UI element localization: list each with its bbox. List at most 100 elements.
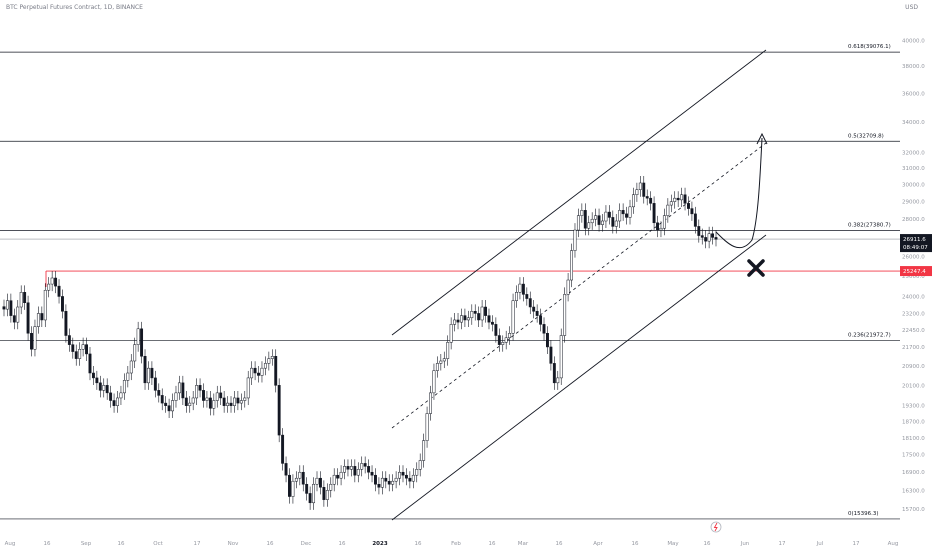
candle-body[interactable] [394,477,398,482]
candle-body[interactable] [102,385,106,391]
candle-body[interactable] [30,333,33,350]
candle-body[interactable] [652,203,656,224]
candle-body[interactable] [628,206,632,218]
candle-body[interactable] [590,218,594,224]
candle-body[interactable] [332,474,336,485]
candle-body[interactable] [126,372,130,381]
candle-body[interactable] [631,194,635,208]
candle-body[interactable] [425,413,429,441]
candle-body[interactable] [315,477,319,485]
candle-body[interactable] [494,324,498,336]
candle-body[interactable] [298,471,302,479]
candle-body[interactable] [418,460,422,470]
candle-body[interactable] [140,328,144,357]
candle-body[interactable] [54,277,58,287]
candle-body[interactable] [19,292,23,308]
candle-body[interactable] [525,294,529,299]
candle-body[interactable] [601,220,604,225]
candle-body[interactable] [484,306,487,316]
candle-body[interactable] [552,363,556,384]
candle-body[interactable] [415,469,419,476]
candle-body[interactable] [504,337,508,343]
candle-body[interactable] [683,194,687,204]
candle-body[interactable] [656,222,659,231]
candle-body[interactable] [404,474,408,479]
candle-body[interactable] [95,377,99,384]
candle-body[interactable] [2,306,6,310]
candle-body[interactable] [78,349,82,359]
candle-body[interactable] [618,210,622,222]
candle-body[interactable] [40,313,44,321]
candle-body[interactable] [16,306,20,323]
candle-body[interactable] [312,483,316,504]
candle-body[interactable] [621,210,625,215]
candle-body[interactable] [322,487,326,500]
candle-body[interactable] [714,237,718,240]
candle-body[interactable] [497,335,501,345]
candle-body[interactable] [432,370,436,394]
candle-body[interactable] [129,360,133,374]
candle-body[interactable] [294,477,298,482]
candle-body[interactable] [515,292,518,301]
candle-body[interactable] [253,367,257,374]
candle-body[interactable] [250,367,254,379]
candle-body[interactable] [64,311,68,336]
candle-body[interactable] [181,382,185,399]
candle-body[interactable] [645,196,649,199]
candle-body[interactable] [277,385,281,436]
candle-body[interactable] [573,229,577,251]
candle-body[interactable] [81,344,85,350]
candle-body[interactable] [88,353,92,374]
candle-body[interactable] [408,477,412,482]
candle-body[interactable] [219,392,223,399]
candle-body[interactable] [349,466,353,470]
candle-body[interactable] [700,235,704,238]
candle-body[interactable] [518,283,522,293]
candle-body[interactable] [174,392,178,401]
candle-body[interactable] [212,400,216,409]
candle-body[interactable] [614,220,618,227]
candle-body[interactable] [23,292,27,304]
candle-body[interactable] [291,480,295,497]
candle-body[interactable] [356,469,360,476]
candle-body[interactable] [594,215,598,220]
candle-body[interactable] [47,283,51,291]
candle-body[interactable] [308,493,312,504]
candle-body[interactable] [470,311,474,319]
candle-body[interactable] [171,400,174,412]
candle-body[interactable] [325,490,329,500]
candle-body[interactable] [583,210,587,229]
candle-body[interactable] [666,204,670,216]
candle-body[interactable] [133,344,137,362]
candle-body[interactable] [153,377,157,391]
candle-body[interactable] [539,315,543,325]
candle-body[interactable] [511,300,515,334]
candle-body[interactable] [463,315,467,321]
candle-body[interactable] [160,395,164,404]
candle-body[interactable] [604,211,608,222]
candle-body[interactable] [318,477,322,488]
candle-body[interactable] [150,367,154,379]
candle-body[interactable] [638,182,642,190]
candle-body[interactable] [607,211,611,218]
candle-body[interactable] [26,302,30,334]
candle-body[interactable] [336,474,340,479]
candle-body[interactable] [597,215,601,225]
candle-body[interactable] [67,335,71,345]
candle-body[interactable] [453,319,457,325]
channel-mid-line[interactable] [391,142,767,429]
candle-body[interactable] [301,471,305,485]
candle-body[interactable] [260,367,264,376]
candle-body[interactable] [122,380,126,394]
candle-body[interactable] [109,392,113,401]
candle-body[interactable] [71,344,75,352]
candle-body[interactable] [570,250,573,281]
candle-body[interactable] [542,324,546,334]
candle-body[interactable] [246,377,250,399]
candle-body[interactable] [559,335,563,379]
candle-body[interactable] [61,296,64,312]
candle-body[interactable] [532,306,536,312]
candle-body[interactable] [147,367,150,384]
candle-body[interactable] [195,385,199,399]
